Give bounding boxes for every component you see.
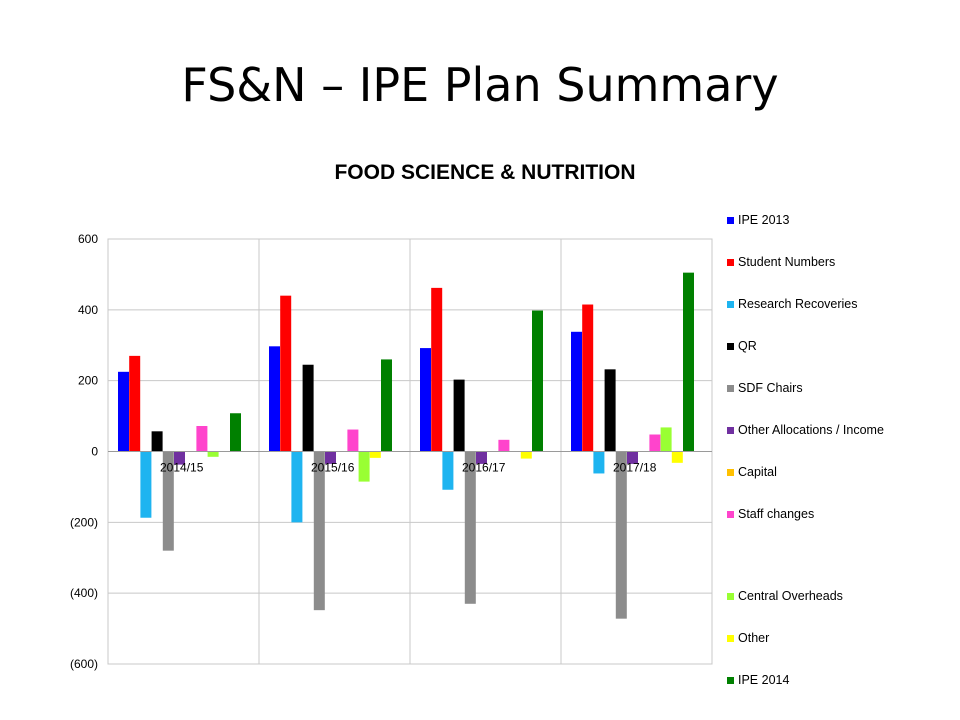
bar bbox=[381, 359, 392, 452]
y-tick-label: (200) bbox=[70, 515, 98, 529]
legend-swatch bbox=[727, 634, 734, 642]
bar bbox=[325, 451, 336, 464]
bar bbox=[660, 427, 672, 452]
bar bbox=[604, 369, 616, 452]
legend-swatch bbox=[727, 426, 734, 434]
legend-swatch bbox=[727, 216, 734, 224]
y-tick-label: 200 bbox=[78, 374, 98, 388]
legend-label: QR bbox=[738, 339, 757, 353]
bar bbox=[476, 451, 487, 464]
legend-item: Other bbox=[727, 630, 769, 646]
bar bbox=[118, 371, 129, 452]
legend-item: Central Overheads bbox=[727, 588, 843, 604]
legend-label: Other bbox=[738, 631, 770, 645]
bar bbox=[593, 451, 605, 474]
bar bbox=[280, 295, 292, 452]
legend-item: IPE 2014 bbox=[727, 672, 789, 688]
bar bbox=[269, 346, 280, 452]
bar bbox=[453, 379, 465, 452]
bar bbox=[162, 451, 174, 551]
bar bbox=[649, 434, 661, 452]
legend-swatch bbox=[727, 300, 734, 308]
legend-swatch bbox=[727, 592, 734, 600]
bar bbox=[571, 331, 582, 452]
bar bbox=[302, 364, 314, 452]
legend-item: Research Recoveries bbox=[727, 296, 858, 312]
category-label: 2017/18 bbox=[613, 461, 657, 475]
legend-item: Staff changes bbox=[727, 506, 814, 522]
legend-label: IPE 2014 bbox=[738, 673, 790, 687]
bar bbox=[520, 451, 532, 459]
bar bbox=[420, 348, 431, 452]
bar bbox=[358, 451, 370, 482]
legend-label: Other Allocations / Income bbox=[738, 423, 884, 437]
category-label: 2015/16 bbox=[311, 461, 355, 475]
bar bbox=[313, 451, 325, 611]
legend-item: SDF Chairs bbox=[727, 380, 803, 396]
legend-label: Student Numbers bbox=[738, 255, 836, 269]
legend-label: IPE 2013 bbox=[738, 213, 790, 227]
legend-swatch bbox=[727, 258, 734, 266]
bar bbox=[442, 451, 454, 490]
y-tick-label: (400) bbox=[70, 586, 98, 600]
bar bbox=[464, 451, 476, 604]
legend-item: Student Numbers bbox=[727, 254, 835, 270]
legend-label: Capital bbox=[738, 465, 777, 479]
bar bbox=[615, 451, 627, 619]
bar bbox=[151, 431, 163, 452]
chart-title: FOOD SCIENCE & NUTRITION bbox=[334, 161, 636, 184]
legend-label: SDF Chairs bbox=[738, 381, 803, 395]
bar bbox=[498, 439, 510, 452]
bar bbox=[431, 287, 443, 452]
bar bbox=[230, 413, 241, 452]
bar bbox=[129, 355, 141, 452]
legend-label: Staff changes bbox=[738, 507, 815, 521]
legend-swatch bbox=[727, 468, 734, 476]
bar bbox=[683, 272, 694, 452]
y-tick-label: 400 bbox=[78, 303, 98, 317]
category-label: 2016/17 bbox=[462, 461, 506, 475]
legend-label: Central Overheads bbox=[738, 589, 843, 603]
y-tick-label: (600) bbox=[70, 657, 98, 671]
slide-title: FS&N – IPE Plan Summary bbox=[181, 58, 779, 112]
bar bbox=[196, 426, 208, 452]
bar bbox=[532, 310, 543, 452]
bar bbox=[140, 451, 152, 518]
legend-item: Capital bbox=[727, 464, 777, 480]
legend-swatch bbox=[727, 676, 734, 684]
legend-item: Other Allocations / Income bbox=[727, 422, 884, 438]
legend-item: QR bbox=[727, 338, 757, 354]
legend-swatch bbox=[727, 384, 734, 392]
y-tick-label: 0 bbox=[91, 445, 98, 459]
bar bbox=[627, 451, 638, 464]
legend-item: IPE 2013 bbox=[727, 212, 789, 228]
category-label: 2014/15 bbox=[160, 461, 204, 475]
bar bbox=[369, 451, 381, 458]
y-tick-label: 600 bbox=[78, 232, 98, 246]
bar bbox=[582, 304, 594, 452]
bar bbox=[207, 451, 219, 457]
bar bbox=[174, 451, 185, 465]
bar bbox=[347, 429, 359, 452]
legend-label: Research Recoveries bbox=[738, 297, 858, 311]
bar bbox=[291, 451, 303, 523]
bar bbox=[671, 451, 683, 463]
legend-swatch bbox=[727, 342, 734, 350]
legend-swatch bbox=[727, 510, 734, 518]
